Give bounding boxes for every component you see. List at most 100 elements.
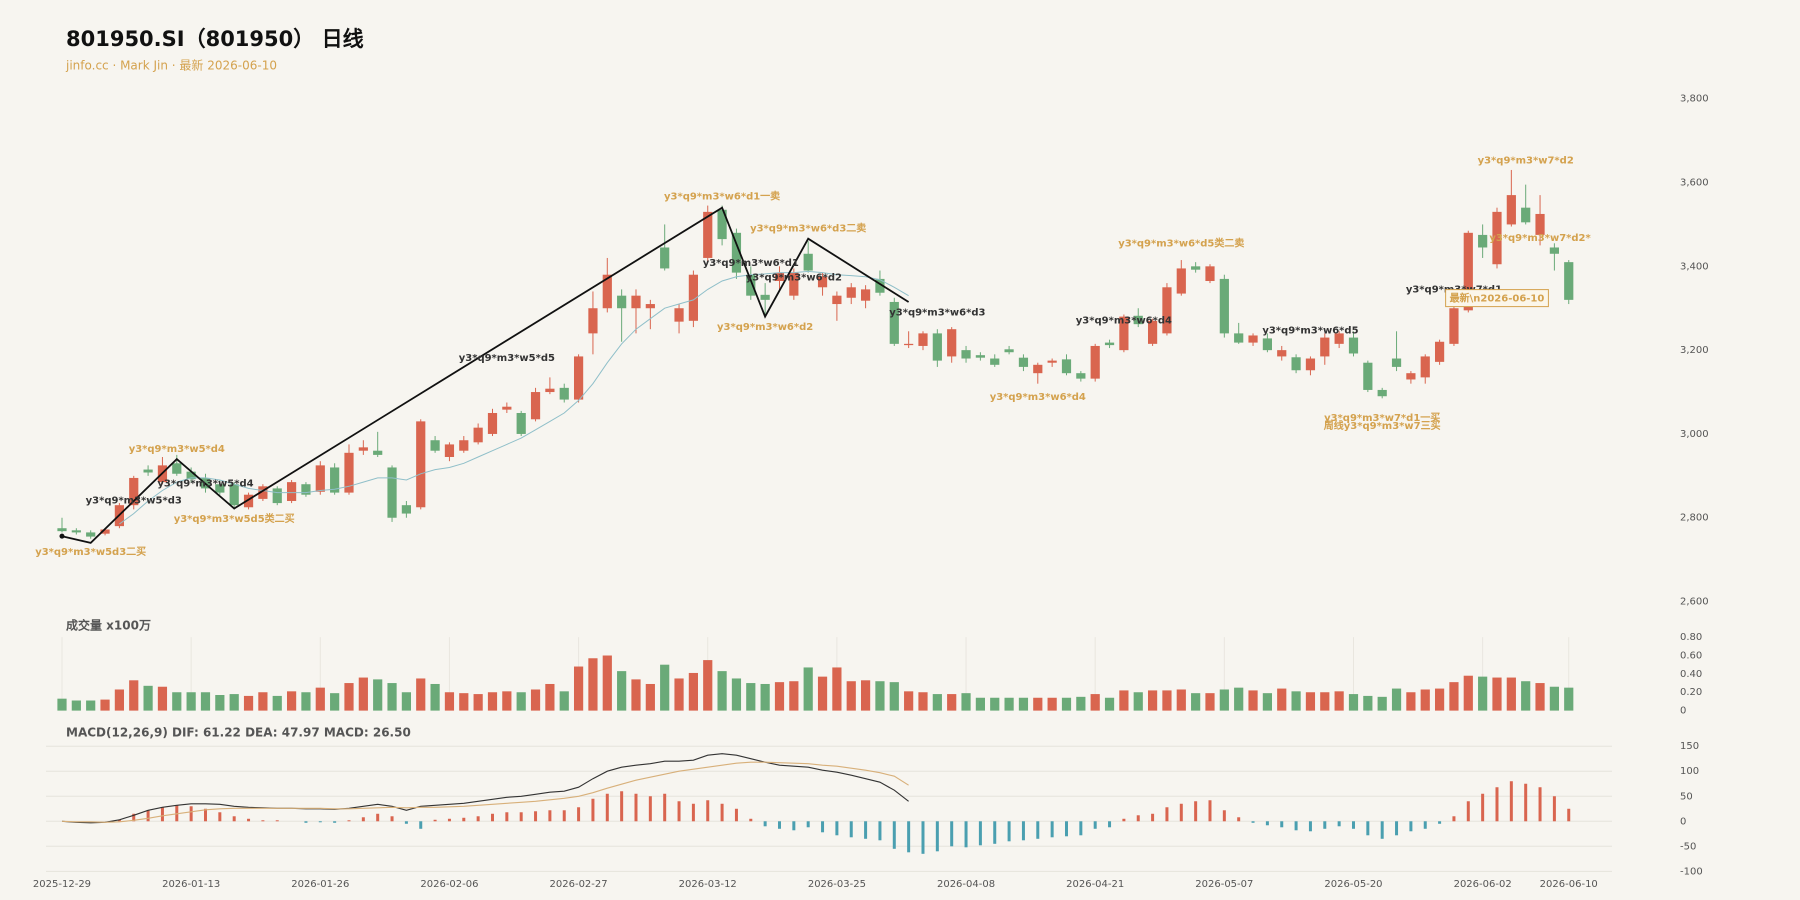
volume-bar — [1205, 693, 1215, 711]
candle-body — [1248, 335, 1258, 343]
macd-bar — [1409, 821, 1413, 832]
candle-body — [789, 272, 799, 296]
candle-body — [1320, 337, 1330, 357]
volume-bar — [387, 683, 397, 711]
volume-bar — [373, 679, 383, 711]
annotation: y3*q9*m3*w6*d3 — [889, 307, 985, 318]
macd-bar — [1567, 808, 1571, 822]
candle-body — [301, 484, 311, 495]
volume-bar — [947, 694, 957, 711]
macd-bar — [993, 821, 997, 844]
candle-body — [545, 388, 555, 393]
volume-bar — [344, 683, 354, 711]
volume-bar — [143, 685, 153, 711]
stroke-start — [59, 533, 65, 539]
candle-body — [1463, 232, 1473, 311]
candle-body — [760, 294, 770, 300]
candle-body — [717, 209, 727, 240]
volume-bar — [961, 693, 971, 711]
macd-bar — [1351, 821, 1355, 829]
macd-bar — [677, 801, 681, 822]
macd-bar — [404, 821, 408, 824]
y-tick-label: 3,800 — [1680, 94, 1709, 105]
volume-bar — [1521, 681, 1531, 711]
candle-body — [1535, 213, 1545, 235]
candle-body — [1262, 338, 1272, 351]
macd-bar — [1395, 821, 1399, 836]
candle-body — [100, 529, 110, 534]
macd-bar — [605, 793, 609, 822]
macd-bar — [1509, 781, 1513, 822]
y-tick-label: 2,800 — [1680, 513, 1709, 524]
macd-bar — [347, 820, 351, 822]
volume-bar — [1018, 697, 1029, 711]
x-tick-label: 2026-06-02 — [1454, 879, 1512, 890]
volume-bar — [932, 694, 942, 711]
volume-bar — [1434, 688, 1445, 711]
candle-body — [1492, 211, 1502, 265]
volume-bar — [975, 697, 985, 711]
macd-bar — [577, 807, 581, 822]
volume-bar — [573, 666, 584, 711]
volume-bar — [1162, 690, 1172, 711]
y-tick-label: 3,000 — [1680, 429, 1709, 440]
volume-bar — [1219, 689, 1229, 711]
macd-bar — [361, 817, 365, 822]
volume-bar — [330, 693, 340, 711]
volume-bar — [1104, 697, 1115, 711]
x-tick-label: 2026-01-26 — [291, 879, 349, 890]
volume-bar — [631, 679, 641, 711]
candle-body — [559, 387, 569, 400]
macd-bar — [1308, 821, 1312, 832]
candle-body — [1291, 357, 1301, 371]
candle-body — [530, 392, 541, 420]
annotation: y3*q9*m3*w6*d5类二卖 — [1118, 236, 1244, 249]
candle-body — [1277, 350, 1287, 357]
candle-body — [1004, 349, 1014, 353]
volume-bar — [832, 667, 842, 711]
candle-body — [889, 301, 899, 344]
macd-bar — [275, 820, 279, 822]
y-tick-label: -50 — [1680, 841, 1696, 852]
volume-bar — [688, 672, 698, 711]
annotation: y3*q9*m3*w7*d1一买 — [1324, 412, 1440, 424]
macd-bar — [203, 808, 207, 822]
macd-bar — [1021, 821, 1025, 841]
volume-bar — [846, 681, 856, 711]
macd-bar — [634, 793, 638, 822]
candle-body — [243, 494, 254, 508]
volume-bar — [71, 700, 81, 711]
candle-body — [660, 247, 670, 269]
candle-body — [846, 287, 856, 298]
volume-bar — [1076, 696, 1086, 711]
candle-body — [1162, 287, 1172, 334]
candle-body — [588, 308, 598, 334]
x-tick-label: 2026-03-12 — [679, 879, 737, 890]
candle-body — [1234, 333, 1244, 343]
macd-bar — [117, 819, 121, 822]
volume-bar — [129, 680, 139, 711]
candle-body — [674, 308, 684, 322]
volume-bar — [114, 689, 124, 711]
volume-bar — [1391, 688, 1402, 711]
macd-bar — [1438, 821, 1442, 824]
candle-body — [1205, 266, 1215, 282]
volume-bar — [860, 680, 871, 711]
candle-body — [904, 343, 914, 346]
volume-bar — [1047, 697, 1057, 711]
volume-bar — [401, 692, 411, 711]
macd-bar — [663, 793, 667, 822]
macd-bar — [505, 812, 509, 822]
candle-body — [918, 333, 928, 346]
macd-bar — [1337, 821, 1341, 827]
volume-bar — [1191, 693, 1201, 711]
x-tick-label: 2026-01-13 — [162, 879, 220, 890]
candle-body — [746, 274, 756, 296]
volume-bar — [588, 658, 598, 711]
candle-body — [817, 276, 828, 288]
annotation: y3*q9*m3*w5d5类二买 — [174, 512, 295, 525]
volume-bar — [803, 667, 813, 711]
macd-bar — [1165, 807, 1169, 822]
macd-bar — [878, 821, 882, 841]
macd-bar — [777, 821, 781, 829]
